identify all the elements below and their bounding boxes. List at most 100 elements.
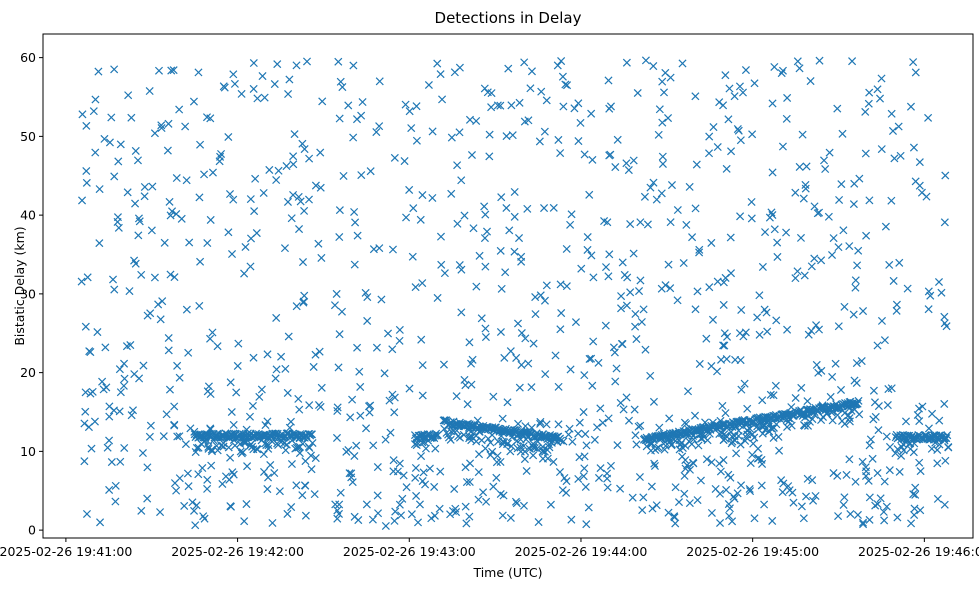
data-point-marker <box>536 291 545 300</box>
data-point-marker <box>203 475 212 484</box>
data-point-marker <box>556 436 565 445</box>
data-point-marker <box>941 171 950 180</box>
data-point-marker <box>580 371 589 380</box>
data-point-marker <box>742 433 751 442</box>
x-tick-label: 2025-02-26 19:45:00 <box>686 544 819 559</box>
data-point-marker <box>282 162 291 171</box>
data-point-marker <box>226 453 235 462</box>
data-point-marker <box>433 59 442 68</box>
data-point-marker <box>873 341 882 350</box>
data-point-marker <box>289 160 298 169</box>
data-point-marker <box>829 469 838 478</box>
data-point-marker <box>438 95 447 104</box>
data-point-marker <box>527 67 536 76</box>
data-point-marker <box>510 247 519 256</box>
data-point-marker <box>670 512 679 521</box>
data-point-marker <box>636 218 645 227</box>
data-point-marker <box>507 433 516 442</box>
data-point-marker <box>722 485 731 494</box>
data-point-marker <box>661 281 670 290</box>
data-point-marker <box>130 370 139 379</box>
data-point-marker <box>542 96 551 105</box>
data-point-marker <box>845 417 854 426</box>
data-point-marker <box>381 435 390 444</box>
data-point-marker <box>498 437 507 446</box>
data-point-marker <box>512 499 521 508</box>
data-point-marker <box>626 288 635 297</box>
data-point-marker <box>373 491 382 500</box>
data-point-marker <box>229 195 238 204</box>
data-point-marker <box>405 185 414 194</box>
data-point-marker <box>884 385 893 394</box>
data-point-marker <box>825 148 834 157</box>
data-point-marker <box>110 285 119 294</box>
data-point-marker <box>892 306 901 315</box>
data-point-marker <box>649 62 658 71</box>
data-point-marker <box>234 339 243 348</box>
data-point-marker <box>388 245 397 254</box>
data-point-marker <box>803 421 813 430</box>
data-point-marker <box>401 100 410 109</box>
data-point-marker <box>840 493 849 502</box>
data-point-marker <box>631 431 640 440</box>
data-point-marker <box>87 444 96 453</box>
data-point-marker <box>300 481 309 490</box>
data-point-marker <box>873 85 882 94</box>
data-point-marker <box>880 336 889 345</box>
data-point-marker <box>232 388 241 397</box>
data-point-marker <box>748 130 757 139</box>
data-point-marker <box>82 121 91 130</box>
data-point-marker <box>507 101 516 110</box>
data-point-marker <box>88 387 97 396</box>
data-point-marker <box>802 162 811 171</box>
data-point-marker <box>108 275 118 284</box>
data-point-marker <box>91 148 100 157</box>
data-point-marker <box>917 188 926 197</box>
data-point-marker <box>213 342 222 351</box>
data-point-marker <box>758 262 767 271</box>
data-point-marker <box>894 122 903 131</box>
data-point-marker <box>800 421 809 430</box>
data-point-marker <box>554 420 563 429</box>
data-point-marker <box>442 428 451 437</box>
data-point-marker <box>628 493 637 502</box>
data-point-marker <box>206 389 215 399</box>
data-point-marker <box>720 341 729 350</box>
chart-title: Detections in Delay <box>435 9 582 27</box>
data-point-marker <box>734 426 743 435</box>
data-point-marker <box>436 467 445 476</box>
data-point-marker <box>192 501 201 510</box>
data-point-marker <box>620 270 629 279</box>
data-point-marker <box>676 440 685 449</box>
data-point-marker <box>581 482 590 491</box>
data-point-marker <box>864 99 873 108</box>
data-point-marker <box>82 178 91 187</box>
data-point-marker <box>225 190 235 199</box>
data-point-marker <box>227 407 236 417</box>
data-point-marker <box>350 207 359 217</box>
data-point-marker <box>540 296 549 305</box>
data-point-marker <box>492 473 501 482</box>
data-point-marker <box>808 415 817 424</box>
data-point-marker <box>292 302 301 311</box>
data-point-marker <box>226 502 235 511</box>
data-point-marker <box>783 325 792 334</box>
data-point-marker <box>89 107 98 116</box>
data-point-marker <box>859 520 868 529</box>
data-point-marker <box>858 518 868 527</box>
data-point-marker <box>143 311 152 320</box>
data-point-marker <box>375 77 384 86</box>
data-point-marker <box>649 397 658 406</box>
data-point-marker <box>94 67 103 76</box>
data-point-marker <box>454 420 463 429</box>
data-point-marker <box>164 119 173 128</box>
data-point-marker <box>897 451 906 460</box>
data-point-marker <box>910 504 919 513</box>
data-point-marker <box>345 469 354 478</box>
data-point-marker <box>224 443 233 452</box>
data-point-marker <box>317 253 326 262</box>
data-point-marker <box>918 402 927 411</box>
data-point-marker <box>610 348 619 357</box>
data-point-marker <box>865 493 874 502</box>
data-point-marker <box>916 506 925 515</box>
